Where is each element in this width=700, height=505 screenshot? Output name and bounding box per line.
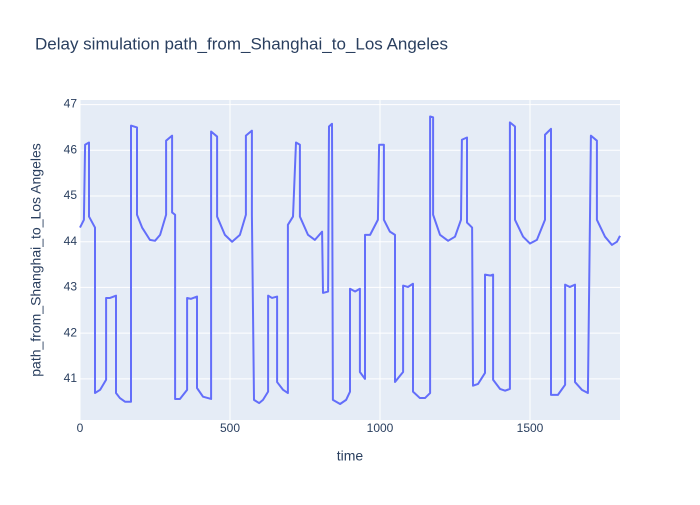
y-tick-label: 43 (64, 280, 78, 294)
y-tick-label: 46 (64, 142, 78, 156)
y-tick-label: 44 (64, 234, 78, 248)
x-tick-label: 0 (77, 421, 84, 435)
x-tick-label: 1000 (367, 421, 394, 435)
chart-title: Delay simulation path_from_Shanghai_to_L… (35, 34, 448, 53)
y-tick-label: 42 (64, 325, 78, 339)
y-tick-label: 45 (64, 188, 78, 202)
x-tick-label: 500 (220, 421, 240, 435)
line (79, 115, 621, 405)
plot (79, 115, 621, 405)
y-axis-title: path_from_Shanghai_to_Los Angeles (28, 143, 44, 377)
x-axis-title: time (337, 448, 364, 464)
x-tick-label: 1500 (517, 421, 544, 435)
y-tick-label: 47 (64, 97, 78, 111)
y-tick-label: 41 (64, 371, 78, 385)
